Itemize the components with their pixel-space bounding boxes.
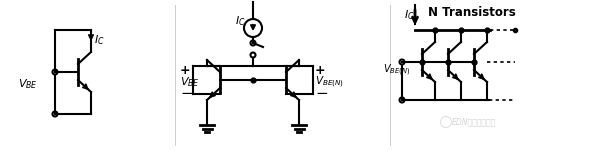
Text: $I_C$: $I_C$ [94, 33, 104, 47]
Text: $V_{BE}$: $V_{BE}$ [180, 75, 200, 89]
Text: +: + [180, 63, 191, 76]
Text: $I_C$: $I_C$ [235, 14, 245, 28]
Text: $V_{BE(N)}$: $V_{BE(N)}$ [315, 74, 344, 90]
Text: −: − [180, 87, 193, 102]
Text: EDN电子技术设计: EDN电子技术设计 [452, 117, 496, 126]
Text: $V_{BE}$: $V_{BE}$ [18, 77, 38, 91]
Text: −: − [315, 87, 328, 102]
Text: $V_{BE(N)}$: $V_{BE(N)}$ [383, 62, 410, 78]
Text: N Transistors: N Transistors [428, 6, 516, 19]
Text: $I_C$: $I_C$ [404, 8, 415, 22]
Text: +: + [315, 63, 326, 76]
